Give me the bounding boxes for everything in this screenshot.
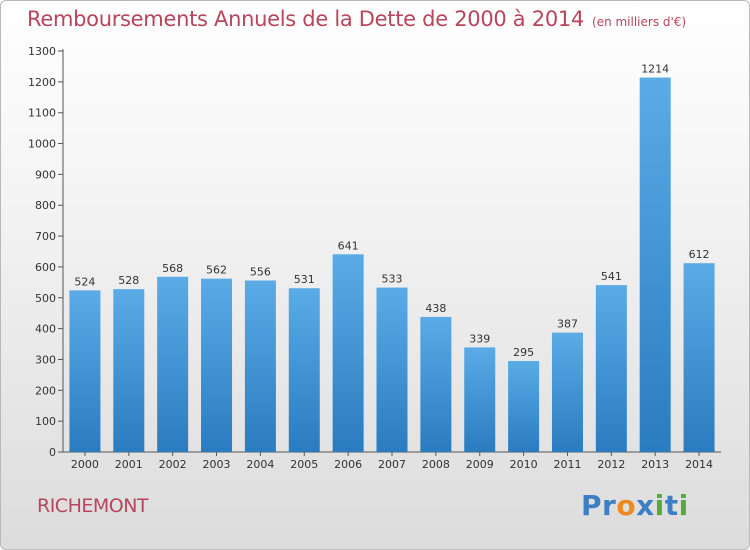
chart-title: Remboursements Annuels de la Dette de 20… [27,7,686,31]
logo-letter: r [602,489,617,522]
x-tick-label: 2006 [334,458,362,471]
x-tick-label: 2004 [246,458,274,471]
bar [332,254,364,452]
bar-value-label: 533 [382,273,403,286]
bar-value-label: 295 [513,346,534,359]
bar-value-label: 339 [469,332,490,345]
y-tick-label: 500 [35,292,56,305]
logo-letter: t [664,489,679,522]
x-tick-label: 2009 [466,458,494,471]
y-tick-label: 1000 [28,138,56,151]
bar-value-label: 612 [689,248,710,261]
bar-value-label: 438 [425,302,446,315]
title-text: Remboursements Annuels de la Dette de 20… [27,7,584,31]
x-tick-label: 2007 [378,458,406,471]
y-tick-label: 200 [35,384,56,397]
bar-value-label: 562 [206,264,227,277]
logo-letter: i [654,489,665,522]
x-tick-label: 2013 [641,458,669,471]
y-tick-label: 1300 [28,45,56,58]
bar [508,361,540,452]
x-tick-label: 2014 [685,458,713,471]
y-tick-label: 300 [35,353,56,366]
location-label: RICHEMONT [37,495,149,517]
x-tick-label: 2005 [290,458,318,471]
x-tick-label: 2000 [71,458,99,471]
bar [157,276,189,452]
y-tick-label: 1200 [28,76,56,89]
y-tick-label: 900 [35,168,56,181]
bar [420,316,452,452]
bar [244,280,276,452]
y-tick-label: 400 [35,323,56,336]
bar [551,332,583,452]
bar-value-label: 524 [74,275,95,288]
x-tick-label: 2012 [597,458,625,471]
bar [683,263,715,452]
bar-value-label: 1214 [641,63,669,76]
bar-value-label: 541 [601,270,622,283]
bar-value-label: 387 [557,318,578,331]
bar [639,77,671,452]
bar-value-label: 556 [250,265,271,278]
y-tick-label: 800 [35,199,56,212]
x-tick-label: 2003 [203,458,231,471]
bar [113,289,145,452]
x-tick-label: 2008 [422,458,450,471]
x-tick-label: 2001 [115,458,143,471]
bar-value-label: 641 [338,239,359,252]
bar-value-label: 528 [118,274,139,287]
bar [201,278,233,452]
bar [464,347,496,452]
bar-value-label: 568 [162,262,183,275]
bar [376,287,408,452]
y-tick-label: 1100 [28,107,56,120]
x-tick-label: 2011 [553,458,581,471]
logo-letter: P [581,489,603,522]
proxiti-logo: Proxiti [581,489,689,522]
bar-value-label: 531 [294,273,315,286]
bar [288,288,320,452]
y-tick-label: 0 [49,446,56,459]
logo-letter: o [616,489,637,522]
title-unit: (en milliers d'€) [592,15,687,29]
logo-letter: x [636,489,655,522]
bar [69,290,101,452]
x-tick-label: 2010 [510,458,538,471]
y-tick-label: 700 [35,230,56,243]
y-tick-label: 600 [35,261,56,274]
logo-letter: i [678,489,689,522]
y-tick-label: 100 [35,415,56,428]
x-tick-label: 2002 [159,458,187,471]
bar [595,285,627,452]
